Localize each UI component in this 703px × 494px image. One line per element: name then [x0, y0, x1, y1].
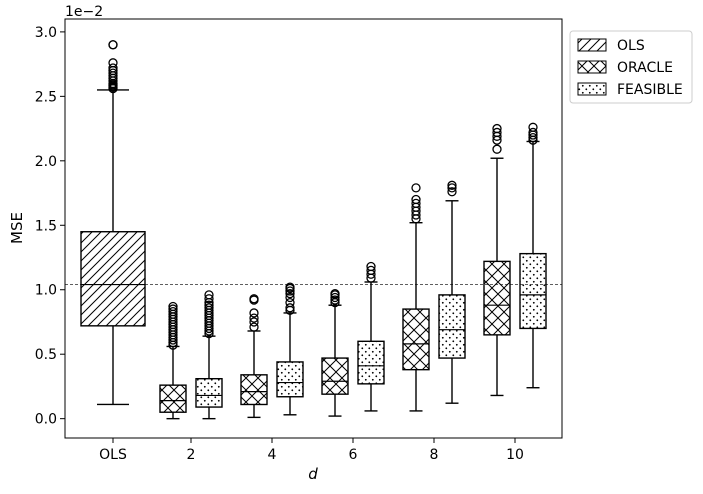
outlier-feasible-2-11: [204, 300, 214, 310]
y-tick-label-0: 0.0: [35, 412, 57, 428]
box-oracle-6: [321, 288, 349, 417]
outlier-oracle-10-0: [492, 144, 502, 154]
outlier-oracle-10-3: [492, 127, 502, 138]
outlier-ols-ols-8: [108, 68, 118, 78]
plot-frame: [64, 18, 563, 439]
outlier-oracle-8-5: [411, 194, 421, 205]
outlier-oracle-2-15: [168, 301, 178, 312]
outlier-oracle-6-4: [330, 288, 340, 299]
box-oracle-2: [159, 301, 187, 420]
x-tick-label-2: 4: [268, 447, 277, 463]
iqr-box-oracle-10: [483, 260, 511, 336]
iqr-box-feasible-2: [195, 377, 223, 408]
y-tick-label-3: 1.5: [35, 218, 57, 234]
y-tick-label-1: 0.5: [35, 347, 57, 363]
x-tick-label-5: 10: [506, 447, 524, 463]
legend-swatch-feasible: [577, 82, 607, 96]
outlier-oracle-6-2: [330, 292, 340, 303]
x-tick-label-3: 6: [349, 447, 358, 463]
iqr-box-feasible-10: [519, 252, 547, 330]
outlier-feasible-4-4: [285, 288, 295, 299]
y-axis-ticks: 0.0 0.5 1.0 1.5 2.0 2.5 3.0: [35, 25, 65, 428]
outlier-feasible-10-3: [528, 127, 538, 138]
outlier-feasible-4-1: [285, 303, 295, 313]
plot-layer: [65, 40, 562, 420]
outlier-feasible-2-10: [204, 303, 214, 313]
outlier-oracle-6-1: [330, 295, 340, 305]
outlier-feasible-2-14: [204, 290, 214, 300]
box-feasible-4: [276, 282, 304, 416]
iqr-box-feasible-4: [276, 361, 304, 398]
x-axis-ticks: OLS 2 4 6 8 10: [99, 438, 524, 463]
legend-label-ols: OLS: [617, 38, 645, 54]
outlier-feasible-10-4: [528, 122, 538, 132]
outlier-oracle-8-6: [411, 183, 421, 193]
outlier-feasible-8-0: [447, 187, 457, 197]
y-tick-label-2: 1.0: [35, 283, 57, 299]
y-tick-label-6: 3.0: [35, 25, 57, 41]
box-feasible-10: [519, 122, 547, 389]
x-tick-label-4: 8: [430, 447, 439, 463]
iqr-box-oracle-8: [402, 308, 430, 371]
outlier-oracle-4-0: [249, 322, 259, 332]
outlier-oracle-10-4: [492, 123, 502, 134]
outlier-feasible-4-3: [285, 292, 295, 303]
legend-swatch-oracle: [577, 60, 607, 74]
x-axis-label: d: [308, 465, 318, 483]
legend-swatch-ols: [577, 38, 607, 52]
outlier-oracle-2-14: [168, 304, 178, 314]
box-oracle-4: [240, 294, 268, 419]
outlier-feasible-4-2: [285, 297, 295, 308]
outlier-ols-ols-11: [108, 58, 118, 68]
box-oracle-8: [402, 183, 430, 412]
outlier-feasible-4-7: [285, 282, 295, 292]
outlier-feasible-6-2: [366, 265, 376, 276]
outlier-oracle-4-2: [249, 313, 259, 323]
outlier-feasible-8-1: [447, 183, 457, 193]
outlier-oracle-4-3: [249, 308, 259, 318]
outlier-oracle-4-5: [249, 294, 259, 304]
y-scale-label: 1e−2: [65, 4, 103, 20]
iqr-box-ols-ols: [80, 231, 146, 327]
outlier-feasible-8-2: [447, 180, 457, 190]
x-tick-label-0: OLS: [99, 447, 127, 463]
legend-label-feasible: FEASIBLE: [617, 82, 683, 98]
outlier-ols-ols-13: [108, 40, 118, 50]
box-feasible-8: [438, 180, 466, 404]
box-oracle-10: [483, 123, 511, 397]
box-ols-ols: [80, 40, 146, 406]
y-axis-label: MSE: [8, 212, 26, 244]
legend: OLS ORACLE FEASIBLE: [569, 30, 693, 104]
iqr-box-feasible-6: [357, 340, 385, 385]
box-feasible-2: [195, 290, 223, 420]
legend-item-feasible: FEASIBLE: [577, 82, 683, 98]
y-tick-label-4: 2.0: [35, 154, 57, 170]
legend-item-ols: OLS: [577, 38, 645, 54]
outlier-oracle-4-1: [249, 317, 259, 327]
outlier-oracle-8-4: [411, 198, 421, 209]
iqr-box-feasible-8: [438, 294, 466, 359]
legend-label-oracle: ORACLE: [617, 60, 673, 76]
x-tick-label-1: 2: [187, 447, 196, 463]
iqr-box-oracle-2: [159, 384, 187, 413]
outlier-feasible-4-5: [285, 286, 295, 296]
outlier-feasible-2-13: [204, 294, 214, 304]
iqr-box-oracle-6: [321, 357, 349, 395]
iqr-box-oracle-4: [240, 374, 268, 406]
legend-item-oracle: ORACLE: [577, 60, 673, 76]
outlier-feasible-6-3: [366, 261, 376, 272]
y-tick-label-5: 2.5: [35, 89, 57, 105]
box-feasible-6: [357, 261, 385, 412]
outlier-oracle-2-13: [168, 307, 178, 317]
outlier-ols-ols-10: [108, 63, 118, 73]
outlier-feasible-10-1: [528, 132, 538, 143]
